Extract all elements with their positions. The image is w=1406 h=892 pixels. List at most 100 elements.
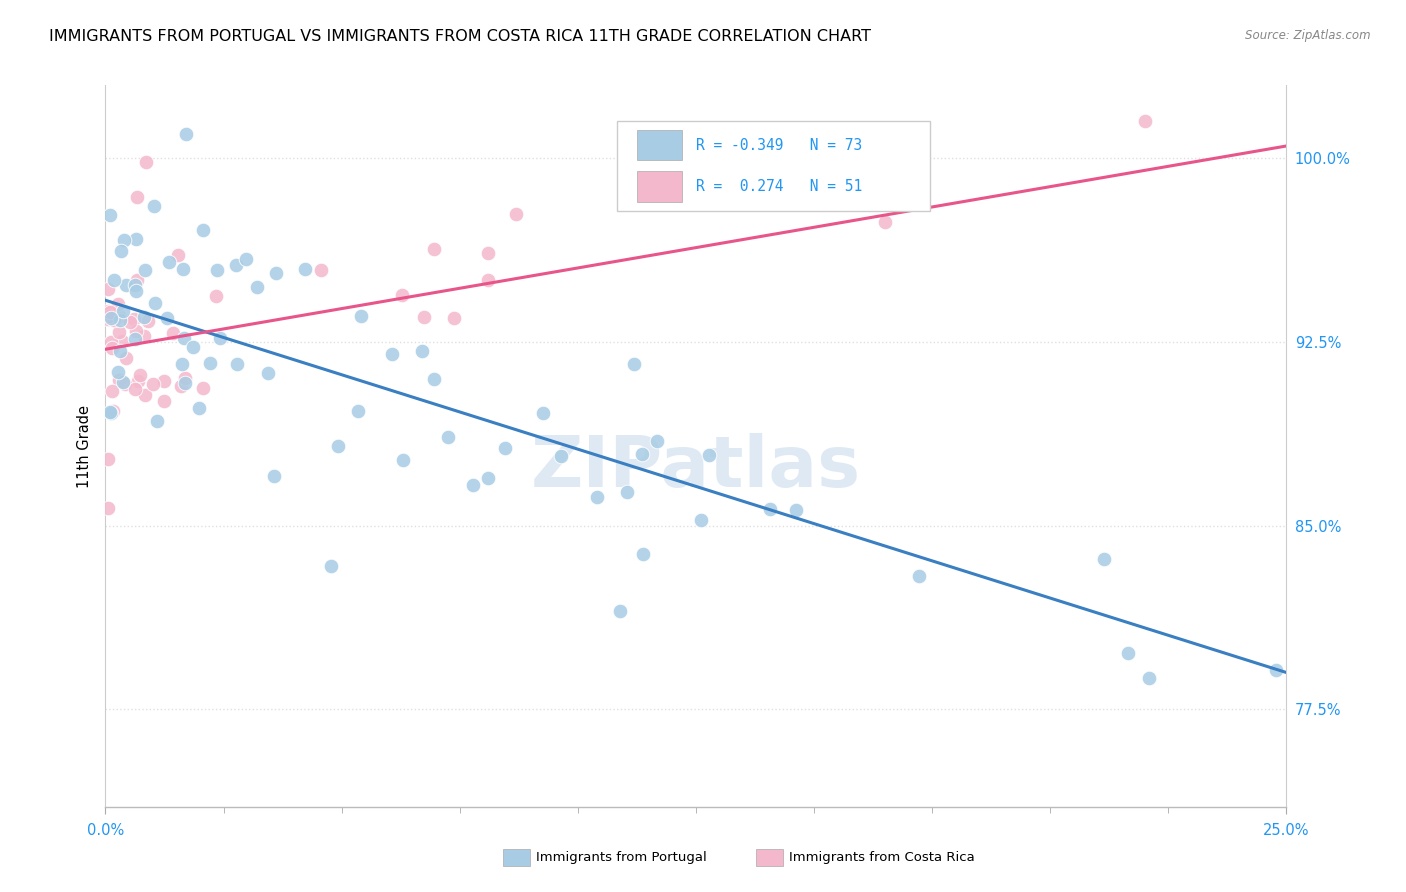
Bar (756, 849, 783, 866)
Point (391, 288, 413, 302)
Point (153, 374, 176, 388)
Point (309, 263, 332, 277)
Point (128, 368, 150, 382)
Point (122, 312, 145, 326)
Point (125, 231, 148, 245)
Point (1092, 551, 1115, 566)
Point (531, 406, 554, 420)
Point (170, 378, 193, 392)
Point (645, 434, 668, 448)
Point (609, 604, 631, 618)
Point (193, 223, 215, 237)
Point (120, 315, 142, 329)
Point (246, 280, 269, 294)
Point (350, 309, 373, 323)
Point (136, 314, 159, 328)
Point (103, 312, 125, 326)
Point (167, 247, 190, 261)
Point (107, 325, 129, 339)
Point (97, 501, 120, 516)
Point (100, 406, 122, 420)
Point (134, 263, 156, 277)
Text: Immigrants from Portugal: Immigrants from Portugal (536, 851, 706, 863)
Y-axis label: 11th Grade: 11th Grade (76, 404, 91, 488)
Point (125, 324, 148, 338)
Point (124, 382, 146, 396)
Point (477, 471, 499, 485)
FancyBboxPatch shape (617, 120, 929, 211)
Point (423, 371, 446, 385)
Point (326, 439, 349, 453)
Point (585, 491, 607, 505)
Point (100, 334, 122, 349)
Point (908, 569, 931, 583)
Point (143, 296, 166, 310)
Point (1265, 663, 1288, 677)
Point (132, 328, 155, 343)
Text: R = -0.349   N = 73: R = -0.349 N = 73 (696, 137, 862, 153)
Point (225, 358, 247, 372)
Point (785, 503, 807, 517)
Point (98, 404, 121, 418)
Point (97, 451, 120, 466)
Point (477, 246, 499, 260)
Point (347, 404, 370, 418)
Point (319, 559, 342, 574)
Point (107, 310, 129, 324)
Point (125, 284, 148, 298)
Point (107, 365, 129, 379)
Point (172, 262, 194, 277)
Point (111, 304, 134, 318)
Point (173, 371, 195, 385)
Point (110, 244, 132, 258)
Point (112, 233, 135, 247)
Point (108, 343, 131, 358)
Point (1137, 671, 1160, 685)
Point (97, 311, 120, 326)
Point (257, 366, 280, 380)
Bar (637, 171, 682, 202)
Point (413, 310, 436, 325)
Point (98, 208, 121, 222)
Point (146, 414, 169, 428)
Point (108, 313, 131, 327)
Point (153, 394, 176, 409)
Text: IMMIGRANTS FROM PORTUGAL VS IMMIGRANTS FROM COSTA RICA 11TH GRADE CORRELATION CH: IMMIGRANTS FROM PORTUGAL VS IMMIGRANTS F… (49, 29, 872, 44)
Point (436, 430, 458, 444)
Point (100, 310, 122, 325)
Point (873, 214, 896, 228)
Point (183, 340, 205, 354)
Point (127, 190, 149, 204)
Point (225, 258, 247, 272)
Point (97, 281, 120, 295)
Point (124, 332, 146, 346)
Point (550, 449, 572, 463)
Point (103, 403, 125, 417)
Point (125, 273, 148, 287)
Point (124, 277, 146, 292)
Point (170, 357, 193, 371)
Point (157, 254, 180, 268)
Point (209, 331, 232, 345)
Point (477, 273, 499, 287)
Point (494, 441, 516, 455)
Point (631, 547, 654, 561)
Point (100, 384, 122, 398)
Point (162, 326, 184, 341)
Point (103, 273, 125, 287)
Text: ZIPatlas: ZIPatlas (531, 434, 860, 502)
Point (198, 356, 221, 370)
Point (266, 266, 288, 280)
Text: Immigrants from Costa Rica: Immigrants from Costa Rica (789, 851, 974, 863)
Point (127, 374, 149, 388)
Bar (503, 849, 530, 866)
Point (115, 351, 138, 366)
Point (97, 304, 120, 318)
Point (759, 502, 782, 516)
Point (142, 198, 165, 212)
Point (174, 376, 197, 391)
Point (1133, 114, 1156, 128)
Point (134, 310, 156, 324)
Point (207, 263, 229, 277)
Point (114, 277, 136, 292)
